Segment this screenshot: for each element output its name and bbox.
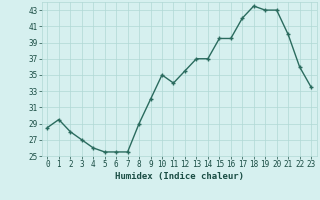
X-axis label: Humidex (Indice chaleur): Humidex (Indice chaleur) <box>115 172 244 181</box>
